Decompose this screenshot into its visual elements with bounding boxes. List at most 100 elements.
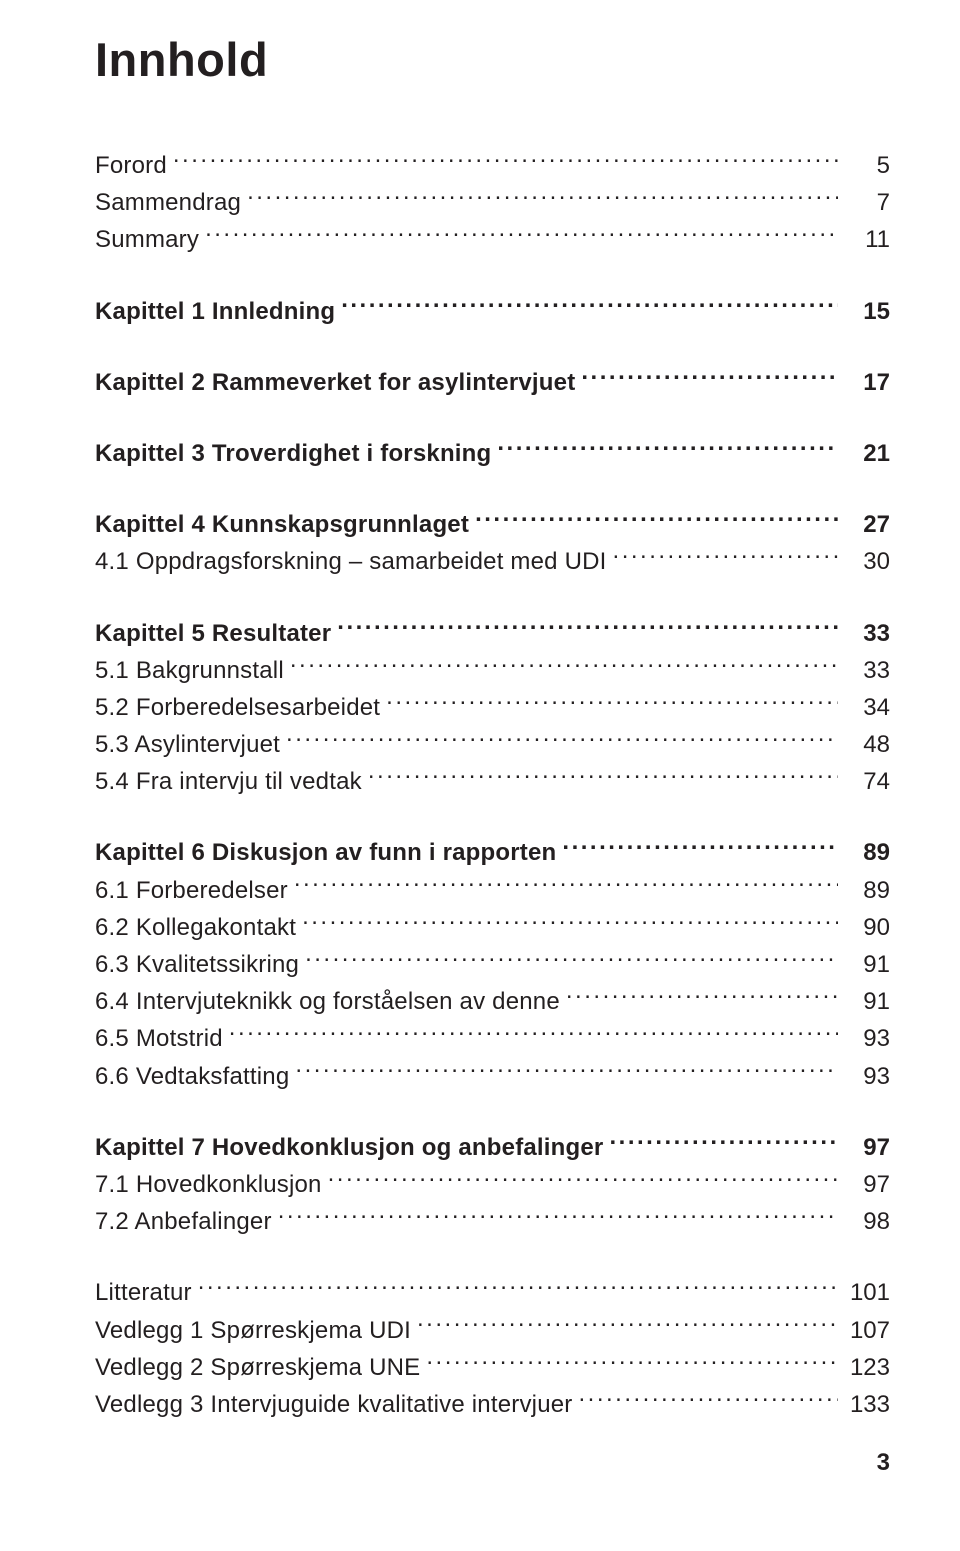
toc-leader-dots: [613, 545, 838, 569]
toc-entry: Kapittel 7 Hovedkonklusjon og anbefaling…: [95, 1129, 890, 1166]
toc-leader-dots: [581, 366, 838, 390]
toc-leader-dots: [247, 186, 838, 210]
toc-entry-label: 6.5 Motstrid: [95, 1020, 223, 1057]
toc-entry-page: 91: [844, 946, 890, 983]
toc-entry-label: 7.1 Hovedkonklusjon: [95, 1166, 322, 1203]
toc-entry: 5.4 Fra intervju til vedtak 74: [95, 763, 890, 800]
toc-leader-dots: [305, 948, 838, 972]
toc-entry: 4.1 Oppdragsforskning – samarbeidet med …: [95, 543, 890, 580]
toc-entry: Kapittel 1 Innledning 15: [95, 293, 890, 330]
toc-spacer: [95, 259, 890, 293]
toc-spacer: [95, 800, 890, 834]
toc-entry-page: 33: [844, 652, 890, 689]
toc-entry: Kapittel 4 Kunnskapsgrunnlaget27: [95, 506, 890, 543]
toc-spacer: [95, 472, 890, 506]
toc-entry-label: 5.3 Asylintervjuet: [95, 726, 280, 763]
toc-leader-dots: [578, 1388, 838, 1412]
toc-entry-page: 107: [844, 1312, 890, 1349]
toc-leader-dots: [426, 1351, 838, 1375]
toc-entry: Vedlegg 1 Spørreskjema UDI 107: [95, 1312, 890, 1349]
toc-entry-label: Forord: [95, 147, 167, 184]
toc-entry: 6.3 Kvalitetssikring 91: [95, 946, 890, 983]
toc-entry: Sammendrag 7: [95, 184, 890, 221]
toc-spacer: [95, 401, 890, 435]
toc-entry-page: 93: [844, 1058, 890, 1095]
toc-entry-label: Vedlegg 3 Intervjuguide kvalitative inte…: [95, 1386, 572, 1423]
toc-entry-label: Kapittel 2 Rammeverket for asylintervjue…: [95, 364, 575, 401]
toc-entry-label: 5.2 Forberedelsesarbeidet: [95, 689, 380, 726]
toc-leader-dots: [566, 985, 838, 1009]
toc-leader-dots: [173, 149, 838, 173]
toc-entry-label: Kapittel 7 Hovedkonklusjon og anbefaling…: [95, 1129, 603, 1166]
toc-entry-label: Kapittel 4 Kunnskapsgrunnlaget: [95, 506, 469, 543]
toc-entry-page: 34: [844, 689, 890, 726]
toc-leader-dots: [497, 437, 838, 461]
toc-entry-page: 101: [844, 1274, 890, 1311]
page-number: 3: [95, 1449, 890, 1477]
toc-entry-label: Vedlegg 1 Spørreskjema UDI: [95, 1312, 411, 1349]
toc-entry-label: 6.2 Kollegakontakt: [95, 909, 296, 946]
toc-leader-dots: [562, 836, 838, 860]
toc-entry: 6.4 Intervjuteknikk og forståelsen av de…: [95, 983, 890, 1020]
toc-entry: Forord5: [95, 147, 890, 184]
toc-entry: 7.2 Anbefalinger 98: [95, 1203, 890, 1240]
toc-leader-dots: [341, 295, 838, 319]
toc-leader-dots: [295, 1060, 838, 1084]
toc-entry-label: Kapittel 1 Innledning: [95, 293, 335, 330]
toc-leader-dots: [417, 1314, 838, 1338]
toc-entry-page: 98: [844, 1203, 890, 1240]
toc-entry-label: 6.6 Vedtaksfatting: [95, 1058, 289, 1095]
toc-entry-page: 93: [844, 1020, 890, 1057]
toc-leader-dots: [368, 765, 838, 789]
toc-entry-label: Sammendrag: [95, 184, 241, 221]
toc-entry: Kapittel 6 Diskusjon av funn i rapporten…: [95, 834, 890, 871]
toc-entry: 7.1 Hovedkonklusjon97: [95, 1166, 890, 1203]
toc-entry-page: 15: [844, 293, 890, 330]
toc-entry-label: 6.4 Intervjuteknikk og forståelsen av de…: [95, 983, 560, 1020]
toc-leader-dots: [337, 617, 838, 641]
toc-entry-page: 48: [844, 726, 890, 763]
toc-leader-dots: [290, 654, 838, 678]
toc-entry: 5.1 Bakgrunnstall33: [95, 652, 890, 689]
toc-leader-dots: [286, 728, 838, 752]
toc-entry-page: 11: [844, 221, 890, 258]
toc-entry: 6.2 Kollegakontakt90: [95, 909, 890, 946]
toc-entry-page: 123: [844, 1349, 890, 1386]
toc-leader-dots: [294, 874, 838, 898]
toc-entry-page: 133: [844, 1386, 890, 1423]
toc-entry-label: Litteratur: [95, 1274, 192, 1311]
toc-entry-label: Kapittel 6 Diskusjon av funn i rapporten: [95, 834, 556, 871]
toc-entry: 6.1 Forberedelser89: [95, 872, 890, 909]
toc-entry-label: 6.3 Kvalitetssikring: [95, 946, 299, 983]
toc-entry-label: 5.4 Fra intervju til vedtak: [95, 763, 362, 800]
toc-entry-page: 17: [844, 364, 890, 401]
toc-leader-dots: [198, 1276, 838, 1300]
toc-entry: Kapittel 3 Troverdighet i forskning 21: [95, 435, 890, 472]
toc-entry: 6.6 Vedtaksfatting 93: [95, 1058, 890, 1095]
toc-entry-page: 33: [844, 615, 890, 652]
toc-entry: Vedlegg 2 Spørreskjema UNE 123: [95, 1349, 890, 1386]
toc-spacer: [95, 581, 890, 615]
toc-leader-dots: [278, 1205, 838, 1229]
toc-spacer: [95, 1095, 890, 1129]
toc-entry-label: Kapittel 5 Resultater: [95, 615, 331, 652]
toc-entry-label: Summary: [95, 221, 199, 258]
toc-leader-dots: [386, 691, 838, 715]
toc-entry: 5.3 Asylintervjuet 48: [95, 726, 890, 763]
toc-entry-page: 21: [844, 435, 890, 472]
toc-entry-page: 30: [844, 543, 890, 580]
toc-leader-dots: [302, 911, 838, 935]
toc-entry-page: 91: [844, 983, 890, 1020]
toc-entry-label: Vedlegg 2 Spørreskjema UNE: [95, 1349, 420, 1386]
toc-entry-label: Kapittel 3 Troverdighet i forskning: [95, 435, 491, 472]
toc-entry-page: 89: [844, 872, 890, 909]
toc-entry: Kapittel 2 Rammeverket for asylintervjue…: [95, 364, 890, 401]
toc-entry-label: 7.2 Anbefalinger: [95, 1203, 272, 1240]
toc-entry-page: 74: [844, 763, 890, 800]
toc-leader-dots: [475, 508, 838, 532]
toc-leader-dots: [609, 1131, 838, 1155]
table-of-contents: Forord5Sammendrag 7 Summary 11 Kapittel 1 In…: [95, 147, 890, 1423]
toc-entry: 5.2 Forberedelsesarbeidet 34: [95, 689, 890, 726]
toc-entry-page: 7: [844, 184, 890, 221]
toc-entry: 6.5 Motstrid 93: [95, 1020, 890, 1057]
